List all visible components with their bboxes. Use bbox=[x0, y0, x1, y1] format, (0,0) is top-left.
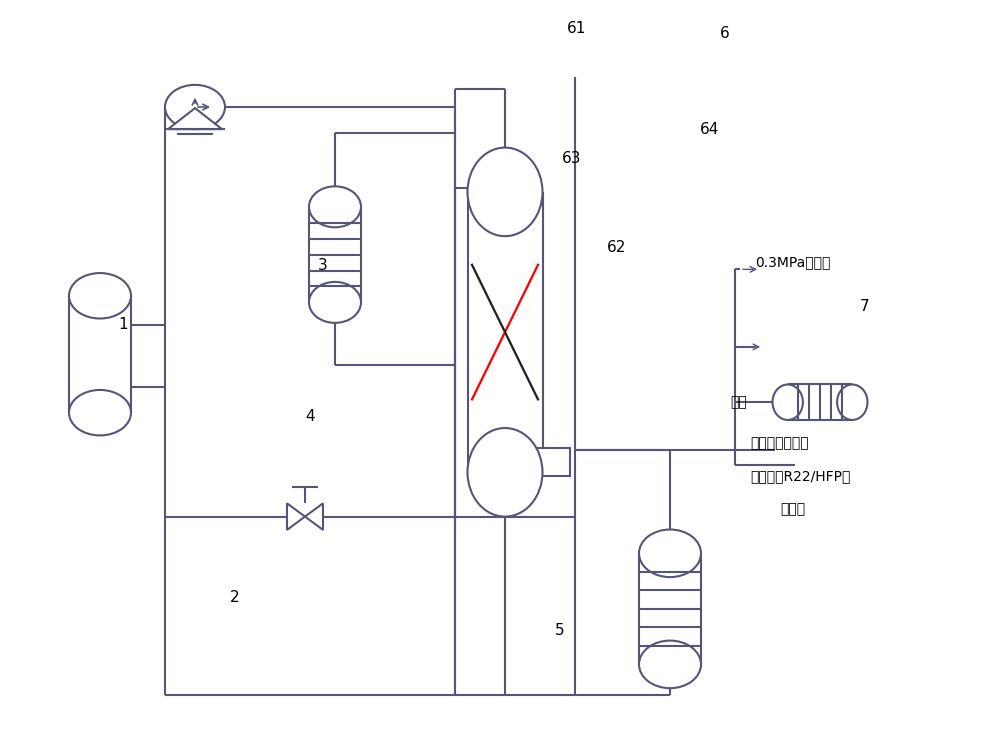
Bar bbox=[309, 207, 361, 303]
Circle shape bbox=[165, 85, 225, 129]
Text: 2: 2 bbox=[230, 590, 240, 605]
Ellipse shape bbox=[772, 384, 803, 420]
Ellipse shape bbox=[309, 282, 361, 323]
Text: 61: 61 bbox=[567, 21, 586, 35]
Ellipse shape bbox=[639, 530, 701, 577]
Text: 64: 64 bbox=[700, 122, 719, 137]
Text: 7: 7 bbox=[860, 299, 870, 314]
Ellipse shape bbox=[639, 641, 701, 688]
Polygon shape bbox=[287, 503, 305, 530]
Ellipse shape bbox=[468, 428, 542, 517]
Ellipse shape bbox=[69, 390, 131, 435]
Ellipse shape bbox=[837, 384, 868, 420]
Text: 裂解炉前缓冲罐: 裂解炉前缓冲罐 bbox=[750, 436, 809, 449]
Ellipse shape bbox=[69, 273, 131, 319]
Text: 精馏塔: 精馏塔 bbox=[780, 503, 805, 516]
Ellipse shape bbox=[468, 148, 542, 236]
Text: 6: 6 bbox=[720, 26, 730, 41]
Bar bbox=[468, 192, 542, 472]
Text: 63: 63 bbox=[562, 151, 582, 166]
Polygon shape bbox=[305, 503, 323, 530]
Text: 回收物料R22/HFP去: 回收物料R22/HFP去 bbox=[750, 469, 850, 483]
Text: 5: 5 bbox=[555, 624, 565, 638]
Ellipse shape bbox=[309, 187, 361, 227]
Bar bbox=[69, 296, 131, 413]
Text: 4: 4 bbox=[305, 410, 315, 424]
Polygon shape bbox=[168, 108, 222, 129]
Text: 3: 3 bbox=[318, 258, 328, 273]
Text: 0.3MPa水蒸气: 0.3MPa水蒸气 bbox=[755, 255, 830, 269]
Bar bbox=[639, 554, 701, 664]
Text: 62: 62 bbox=[607, 240, 626, 255]
Bar bbox=[788, 384, 852, 420]
Text: 出水: 出水 bbox=[730, 396, 747, 409]
Text: 1: 1 bbox=[118, 317, 128, 332]
Bar bbox=[535, 448, 570, 476]
